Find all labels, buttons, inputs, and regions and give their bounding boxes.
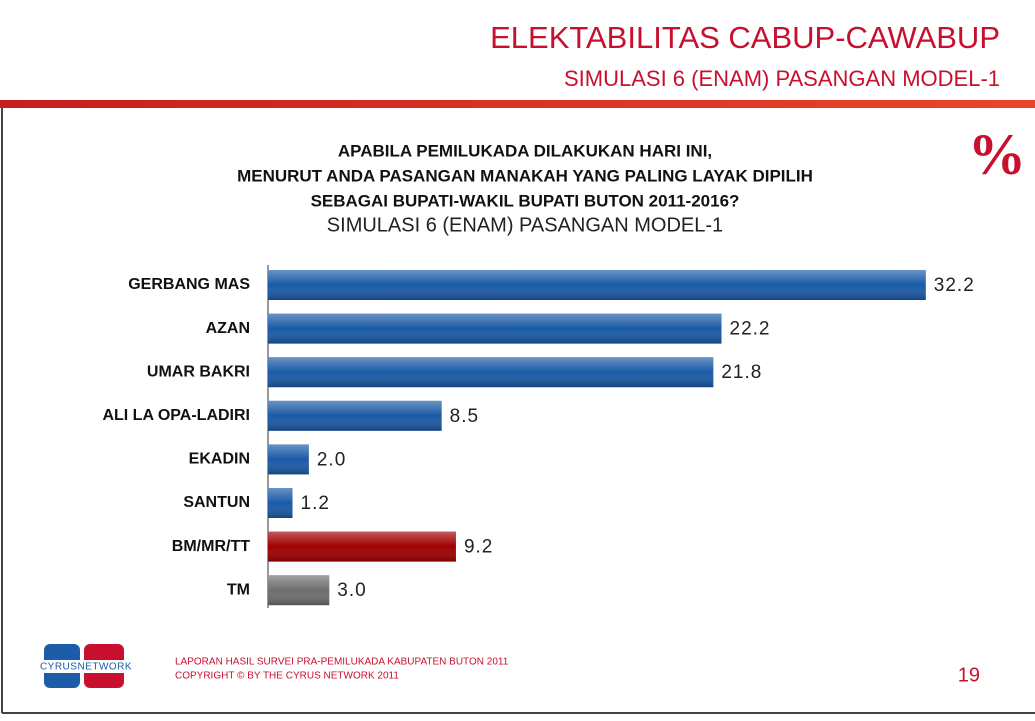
chart-subtitle: SIMULASI 6 (ENAM) PASANGAN MODEL-1: [327, 214, 723, 236]
chart-title: APABILA PEMILUKADA DILAKUKAN HARI INI,: [338, 141, 712, 160]
page-number: 19: [958, 664, 980, 686]
chart-title: SEBAGAI BUPATI-WAKIL BUPATI BUTON 2011-2…: [311, 191, 740, 210]
value-label: 3.0: [337, 580, 366, 601]
category-label: SANTUN: [183, 494, 250, 511]
bar-shine: [268, 357, 714, 388]
percent-icon: %: [968, 121, 1026, 186]
value-label: 9.2: [464, 537, 493, 558]
category-label: AZAN: [206, 320, 250, 337]
category-label: ALI LA OPA-LADIRI: [102, 407, 250, 424]
header-rule: [0, 100, 1035, 108]
category-label: EKADIN: [189, 451, 250, 468]
value-label: 2.0: [317, 449, 346, 470]
logo: CYRUSNETWORK: [40, 644, 132, 688]
bar-shine: [268, 444, 309, 475]
value-label: 1.2: [301, 493, 330, 514]
bar-shine: [268, 575, 330, 606]
bar-shine: [268, 400, 442, 431]
logo-text: CYRUSNETWORK: [40, 662, 132, 673]
bar-shine: [268, 270, 926, 300]
footer-line: LAPORAN HASIL SURVEI PRA-PEMILUKADA KABU…: [175, 657, 509, 668]
category-label: UMAR BAKRI: [147, 363, 250, 380]
logo-band: [40, 660, 132, 673]
bar-shine: [268, 313, 722, 344]
bar-shine: [268, 531, 456, 562]
chart-title: MENURUT ANDA PASANGAN MANAKAH YANG PALIN…: [237, 166, 813, 185]
value-label: 22.2: [730, 319, 771, 340]
value-label: 8.5: [450, 406, 479, 427]
category-label: GERBANG MAS: [128, 276, 250, 293]
header-subtitle: SIMULASI 6 (ENAM) PASANGAN MODEL-1: [564, 66, 1000, 91]
category-label: TM: [227, 581, 250, 598]
value-label: 21.8: [721, 362, 762, 383]
value-label: 32.2: [934, 275, 975, 296]
header-title: ELEKTABILITAS CABUP-CAWABUP: [490, 20, 1000, 55]
category-label: BM/MR/TT: [172, 538, 250, 555]
footer-line: COPYRIGHT © BY THE CYRUS NETWORK 2011: [175, 671, 399, 682]
bar-shine: [268, 488, 293, 518]
